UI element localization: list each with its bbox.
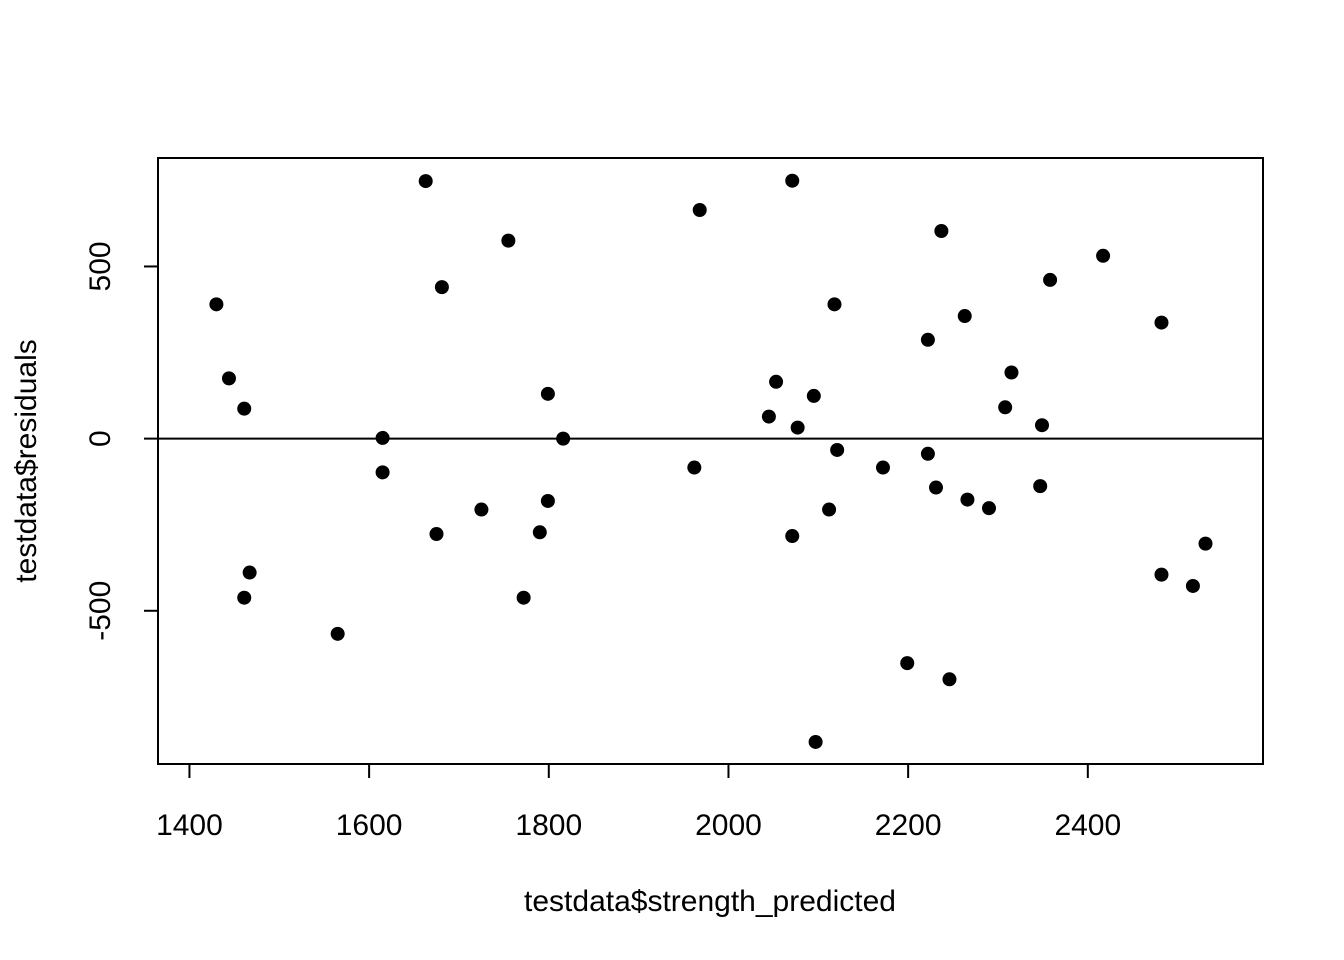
data-point [692,202,707,217]
data-point [556,431,571,446]
points-layer [209,173,1213,749]
data-point [540,493,555,508]
data-point [900,656,915,671]
data-point [330,626,345,641]
data-point [957,309,972,324]
data-point [687,460,702,475]
data-point [1198,536,1213,551]
data-point [827,297,842,312]
data-point [1033,479,1048,494]
data-point [934,223,949,238]
y-tick-label: 500 [84,241,117,291]
data-point [375,465,390,480]
data-point [806,388,821,403]
data-point [822,502,837,517]
data-point [761,409,776,424]
plot-frame [157,157,1264,765]
data-point [1096,248,1111,263]
x-tick-label: 2200 [875,809,942,842]
data-point [516,590,531,605]
data-point [532,525,547,540]
x-tick-label: 2400 [1054,809,1121,842]
x-tick-label: 2000 [695,809,762,842]
data-point [790,420,805,435]
y-tick-label: 0 [84,430,117,447]
data-point [1154,567,1169,582]
data-point [429,526,444,541]
data-point [1004,365,1019,380]
data-point [209,297,224,312]
data-point [942,672,957,687]
data-point [375,430,390,445]
data-point [998,400,1013,415]
data-point [1185,578,1200,593]
data-point [785,173,800,188]
data-point [808,734,823,749]
x-tick-label: 1800 [515,809,582,842]
x-axis: 1400 1600 1800 2000 2200 2400 [156,763,1121,842]
data-point [830,442,845,457]
data-point [237,590,252,605]
x-tick-label: 1400 [156,809,223,842]
data-point [540,386,555,401]
data-point [920,446,935,461]
data-point [928,480,943,495]
data-point [418,174,433,189]
data-point [1035,418,1049,433]
data-point [920,332,935,347]
data-point [769,374,784,389]
data-point [474,502,489,517]
data-point [501,233,516,248]
data-point [434,280,449,295]
data-point [221,371,236,386]
data-point [875,460,890,475]
data-point [1154,315,1169,330]
data-point [1043,272,1058,287]
data-point [785,529,800,544]
y-axis: -500 0 500 [84,241,159,641]
x-tick-label: 1600 [336,809,403,842]
data-point [981,501,996,516]
data-point [960,492,975,507]
data-point [237,401,252,416]
x-axis-label: testdata$strength_predicted [524,885,896,918]
data-point [242,565,257,580]
y-tick-label: -500 [84,581,117,641]
y-axis-label: testdata$residuals [10,339,43,583]
